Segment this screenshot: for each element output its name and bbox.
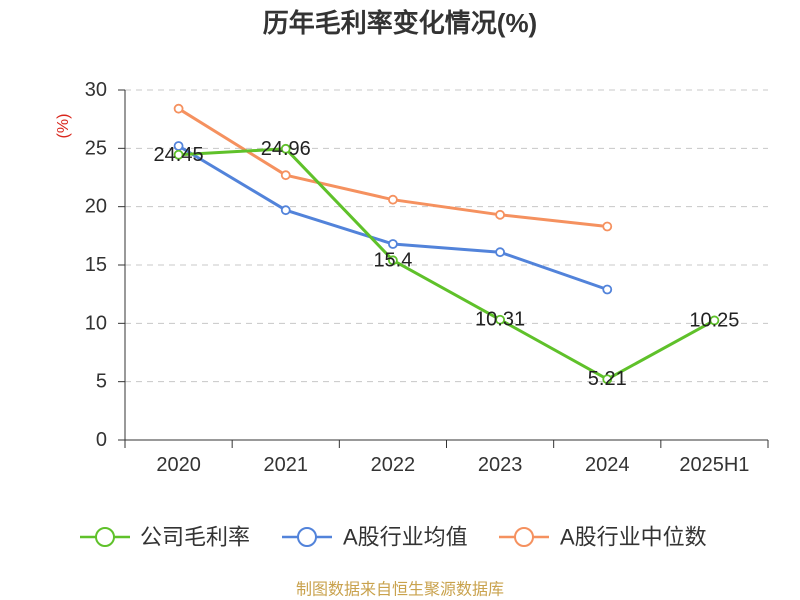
company-gross-margin-point <box>388 255 398 266</box>
chart-title: 历年毛利率变化情况(%) <box>263 8 537 38</box>
legend-label: A股行业均值 <box>343 525 468 550</box>
company-gross-margin-data-label: 24.96 <box>261 138 311 160</box>
company-gross-margin-line <box>177 147 716 381</box>
industry-median-point <box>173 103 184 114</box>
y-tick-label: 30 <box>85 79 107 101</box>
data-labels: 24.45 24.96 15.4 10.31 5.21 10.25 <box>154 138 740 390</box>
x-tick-label: 2024 <box>585 454 630 476</box>
legend-item-industry-mean[interactable]: A股行业均值 <box>282 525 468 550</box>
company-gross-margin-data-label: 10.31 <box>475 309 525 331</box>
company-gross-margin-point <box>495 314 505 325</box>
y-tick-label: 20 <box>85 196 107 218</box>
company-gross-margin-point <box>709 315 720 326</box>
y-tick-label: 5 <box>96 371 107 393</box>
company-gross-margin-data-label: 10.25 <box>689 309 739 331</box>
axes: 0 5 10 15 20 25 30 2020 2021 2022 2023 2024 2025H1 <box>85 79 769 476</box>
x-tick-label: 2021 <box>264 454 309 476</box>
legend-circle-icon <box>95 527 115 547</box>
legend-label: A股行业中位数 <box>560 525 707 550</box>
x-tick-label: 2023 <box>478 454 523 476</box>
industry-mean-point <box>280 205 291 216</box>
legend: 公司毛利率 A股行业均值 A股行业中位数 <box>80 525 707 550</box>
company-gross-margin-point <box>280 143 291 154</box>
industry-mean-point <box>495 247 505 258</box>
legend-item-company-gross-margin[interactable]: 公司毛利率 <box>80 525 250 550</box>
industry-mean-point <box>388 239 398 249</box>
company-gross-margin-point <box>602 374 613 385</box>
y-tick-label: 15 <box>85 254 107 276</box>
industry-median-point <box>280 170 291 181</box>
company-gross-margin-data-label: 15.4 <box>373 249 412 271</box>
industry-median-line <box>177 107 609 228</box>
x-tick-label: 2022 <box>371 454 416 476</box>
industry-median-point <box>495 209 505 220</box>
y-axis-label: (%) <box>55 114 72 139</box>
legend-circle-icon <box>514 527 534 547</box>
y-tick-label: 25 <box>85 137 107 159</box>
industry-mean-point <box>602 284 613 295</box>
industry-median-point <box>602 221 613 232</box>
series-lines <box>173 103 720 385</box>
y-tick-label: 10 <box>85 312 107 334</box>
x-tick-label: 2020 <box>156 454 201 476</box>
company-gross-margin-point <box>173 149 184 160</box>
company-gross-margin-data-label: 5.21 <box>588 368 627 390</box>
company-gross-margin-data-label: 24.45 <box>154 144 204 166</box>
y-tick-label: 0 <box>96 429 107 451</box>
industry-median-point <box>388 194 398 205</box>
legend-item-industry-median[interactable]: A股行业中位数 <box>499 525 707 550</box>
source-footnote: 制图数据来自恒生聚源数据库 <box>296 581 504 599</box>
x-tick-label: 2025H1 <box>679 454 749 476</box>
legend-label: 公司毛利率 <box>140 525 250 550</box>
legend-circle-icon <box>297 527 317 547</box>
